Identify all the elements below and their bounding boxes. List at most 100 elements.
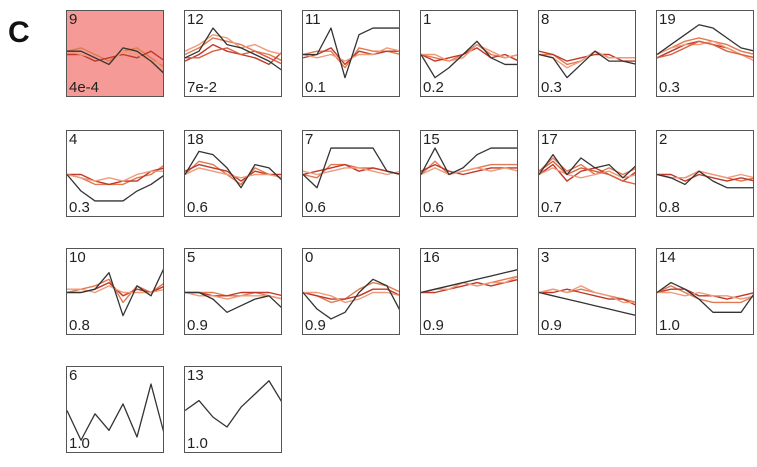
cluster-plot [539,285,635,316]
cluster-pvalue-label: 4e-4 [69,79,100,96]
cluster-pvalue-label: 7e-2 [187,79,218,96]
cluster-plot [303,278,399,320]
member-profile-line [303,288,399,300]
cluster-pvalue-label: 1.0 [659,317,680,334]
cluster-id-label: 8 [541,11,550,28]
cluster-plot [67,383,163,441]
member-profile-line [421,276,517,294]
member-profile-line [67,170,163,182]
cluster-panel-1: 1 0.2 [420,10,518,97]
member-profile-line [657,291,753,300]
cluster-panel-2: 2 0.8 [656,130,754,217]
centroid-profile-line [67,47,163,74]
cluster-panel-14: 14 1.0 [656,248,754,335]
member-profile-line [421,43,517,62]
cluster-plot [421,147,517,176]
cluster-panel-15: 15 0.6 [420,130,518,217]
cluster-panel-19: 19 0.3 [656,10,754,97]
centroid-profile-line [67,268,163,317]
member-profile-line [539,288,635,306]
cluster-plot [185,291,281,313]
cluster-panel-6: 6 1.0 [66,366,164,453]
cluster-panel-3: 3 0.9 [538,248,636,335]
cluster-id-label: 18 [187,131,204,148]
cluster-panel-9: 9 4e-4 [66,10,164,97]
member-profile-line [657,288,753,300]
member-profile-line [67,167,163,186]
cluster-id-label: 4 [69,131,78,148]
cluster-panel-16: 16 0.9 [420,248,518,335]
cluster-pvalue-label: 1.0 [187,435,208,452]
member-profile-line [539,157,635,176]
cluster-pvalue-label: 0.6 [423,199,444,216]
cluster-pvalue-label: 0.3 [69,199,90,216]
cluster-pvalue-label: 0.8 [659,199,680,216]
member-profile-line [185,167,281,179]
cluster-pvalue-label: 0.9 [423,317,444,334]
centroid-profile-line [539,50,635,79]
cluster-id-label: 6 [69,367,78,384]
cluster-id-label: 7 [305,131,314,148]
member-profile-line [539,285,635,304]
centroid-profile-line [303,147,399,189]
cluster-panel-13: 13 1.0 [184,366,282,453]
cluster-panel-5: 5 0.9 [184,248,282,335]
cluster-plot [67,47,163,74]
cluster-plot [657,24,753,61]
cluster-plot [539,50,635,79]
cluster-pvalue-label: 0.3 [541,79,562,96]
cluster-id-label: 11 [305,11,321,28]
member-profile-line [421,167,517,176]
cluster-id-label: 10 [69,249,86,266]
cluster-pvalue-label: 1.0 [69,435,90,452]
member-profile-line [185,33,281,55]
centroid-profile-line [185,380,281,428]
cluster-pvalue-label: 0.6 [305,199,326,216]
cluster-panel-18: 18 0.6 [184,130,282,217]
cluster-plot [303,147,399,189]
member-profile-line [539,50,635,69]
member-profile-line [539,167,635,179]
member-profile-line [185,47,281,65]
cluster-pvalue-label: 0.2 [423,79,444,96]
cluster-id-label: 16 [423,249,440,266]
cluster-id-label: 3 [541,249,550,266]
cluster-panel-17: 17 0.7 [538,130,636,217]
cluster-plot [185,380,281,428]
cluster-id-label: 0 [305,249,314,266]
centroid-profile-line [67,174,163,202]
centroid-profile-line [539,291,635,316]
cluster-plot [657,281,753,313]
cluster-pvalue-label: 0.1 [305,79,326,96]
member-profile-line [657,40,753,59]
centroid-profile-line [185,291,281,313]
cluster-id-label: 9 [69,11,78,28]
cluster-id-label: 1 [423,11,432,28]
cluster-pvalue-label: 0.9 [541,317,562,334]
cluster-id-label: 12 [187,11,204,28]
centroid-profile-line [421,147,517,176]
cluster-plot [539,154,635,185]
cluster-plot [67,268,163,317]
centroid-profile-line [421,40,517,79]
cluster-plot [185,150,281,189]
cluster-id-label: 14 [659,249,676,266]
cluster-plot [67,165,163,202]
cluster-panel-0: 0 0.9 [302,248,400,335]
cluster-panel-11: 11 0.1 [302,10,400,97]
centroid-profile-line [303,278,399,320]
member-profile-line [539,160,635,185]
centroid-profile-line [421,269,517,294]
cluster-panel-8: 8 0.3 [538,10,636,97]
cluster-plot [303,27,399,79]
member-profile-line [185,43,281,66]
centroid-profile-line [539,154,635,179]
cluster-id-label: 2 [659,131,668,148]
member-profile-line [303,167,399,176]
cluster-panel-12: 12 7e-2 [184,10,282,97]
cluster-plot [657,170,753,189]
cluster-id-label: 19 [659,11,676,28]
cluster-pvalue-label: 0.8 [69,317,90,334]
member-profile-line [67,285,163,294]
cluster-plot [421,269,517,294]
